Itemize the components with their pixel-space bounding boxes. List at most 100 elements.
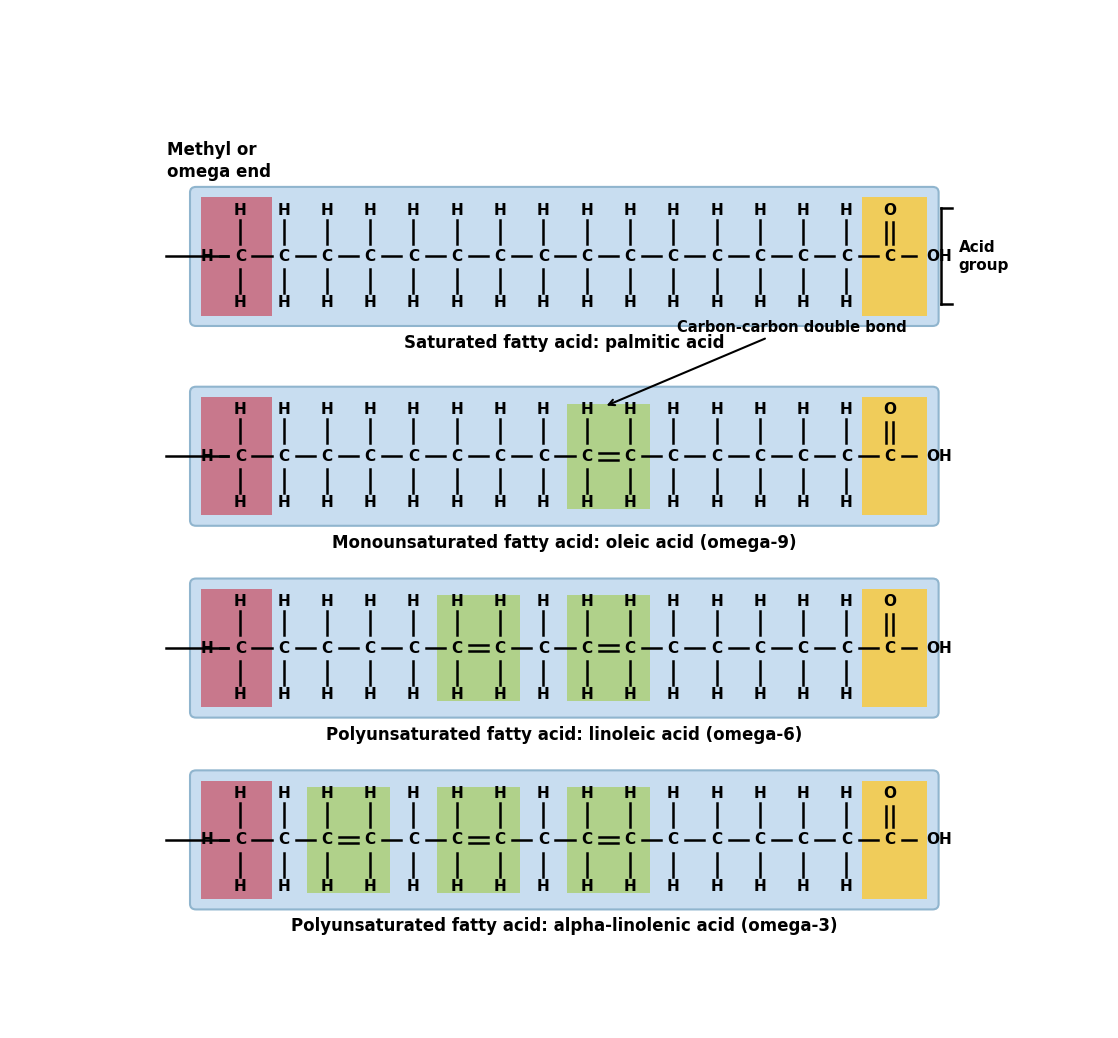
- Text: H: H: [666, 879, 680, 894]
- Text: H: H: [321, 202, 333, 218]
- Text: C: C: [711, 640, 722, 656]
- Text: H: H: [797, 495, 809, 510]
- Text: C: C: [884, 249, 896, 264]
- Text: H: H: [537, 879, 550, 894]
- Text: H: H: [624, 879, 636, 894]
- Text: H: H: [321, 594, 333, 609]
- FancyBboxPatch shape: [190, 187, 939, 326]
- Text: H: H: [840, 594, 853, 609]
- Text: H: H: [277, 495, 290, 510]
- Text: H: H: [363, 879, 377, 894]
- Text: C: C: [841, 832, 852, 847]
- Text: H: H: [234, 202, 247, 218]
- Text: H: H: [277, 594, 290, 609]
- Text: H: H: [797, 295, 809, 310]
- Text: C: C: [755, 640, 766, 656]
- Text: H: H: [451, 594, 463, 609]
- FancyBboxPatch shape: [437, 596, 520, 701]
- Text: Monounsaturated fatty acid: oleic acid (omega-9): Monounsaturated fatty acid: oleic acid (…: [332, 534, 796, 552]
- Text: OH: OH: [926, 448, 951, 464]
- Text: H: H: [277, 403, 290, 417]
- Text: H: H: [666, 495, 680, 510]
- Text: H: H: [666, 594, 680, 609]
- Text: H: H: [363, 295, 377, 310]
- Text: H: H: [234, 687, 247, 702]
- Text: C: C: [797, 832, 808, 847]
- Text: C: C: [711, 832, 722, 847]
- Text: C: C: [624, 832, 635, 847]
- Text: H: H: [201, 249, 214, 264]
- Text: O: O: [883, 403, 897, 417]
- Text: C: C: [667, 448, 679, 464]
- Text: C: C: [321, 640, 332, 656]
- FancyBboxPatch shape: [307, 787, 390, 893]
- Text: H: H: [710, 202, 723, 218]
- Text: C: C: [494, 249, 505, 264]
- Text: H: H: [494, 295, 506, 310]
- Text: H: H: [537, 594, 550, 609]
- Text: C: C: [841, 640, 852, 656]
- Text: C: C: [494, 832, 505, 847]
- Text: O: O: [883, 594, 897, 609]
- Text: H: H: [494, 495, 506, 510]
- Text: H: H: [234, 403, 247, 417]
- Text: H: H: [624, 786, 636, 801]
- FancyBboxPatch shape: [201, 398, 273, 516]
- Text: H: H: [537, 495, 550, 510]
- Text: Polyunsaturated fatty acid: alpha-linolenic acid (omega-3): Polyunsaturated fatty acid: alpha-linole…: [291, 918, 837, 935]
- Text: H: H: [797, 403, 809, 417]
- Text: C: C: [884, 832, 896, 847]
- Text: H: H: [234, 594, 247, 609]
- FancyBboxPatch shape: [190, 578, 939, 717]
- Text: H: H: [710, 879, 723, 894]
- FancyBboxPatch shape: [567, 787, 650, 893]
- Text: C: C: [538, 832, 549, 847]
- Text: H: H: [580, 786, 593, 801]
- Text: H: H: [710, 403, 723, 417]
- Text: C: C: [494, 448, 505, 464]
- Text: H: H: [321, 495, 333, 510]
- Text: H: H: [580, 495, 593, 510]
- Text: H: H: [754, 879, 766, 894]
- Text: H: H: [407, 403, 420, 417]
- Text: C: C: [797, 640, 808, 656]
- Text: H: H: [840, 495, 853, 510]
- Text: C: C: [408, 640, 419, 656]
- Text: C: C: [884, 448, 896, 464]
- Text: H: H: [201, 448, 214, 464]
- Text: H: H: [451, 495, 463, 510]
- Text: Carbon-carbon double bond: Carbon-carbon double bond: [608, 320, 907, 405]
- Text: C: C: [624, 448, 635, 464]
- Text: H: H: [710, 687, 723, 702]
- Text: H: H: [840, 202, 853, 218]
- Text: H: H: [407, 202, 420, 218]
- FancyBboxPatch shape: [862, 781, 927, 899]
- Text: C: C: [797, 249, 808, 264]
- Text: C: C: [452, 832, 463, 847]
- Text: H: H: [201, 832, 214, 847]
- Text: H: H: [840, 786, 853, 801]
- Text: H: H: [321, 403, 333, 417]
- Text: H: H: [840, 687, 853, 702]
- Text: H: H: [580, 594, 593, 609]
- Text: H: H: [840, 295, 853, 310]
- FancyBboxPatch shape: [567, 596, 650, 701]
- Text: H: H: [754, 403, 766, 417]
- Text: H: H: [797, 786, 809, 801]
- Text: H: H: [363, 594, 377, 609]
- Text: H: H: [277, 786, 290, 801]
- Text: H: H: [201, 640, 214, 656]
- Text: C: C: [884, 640, 896, 656]
- Text: H: H: [624, 202, 636, 218]
- Text: H: H: [451, 295, 463, 310]
- FancyBboxPatch shape: [190, 387, 939, 526]
- Text: H: H: [797, 594, 809, 609]
- Text: H: H: [407, 687, 420, 702]
- Text: H: H: [754, 687, 766, 702]
- Text: H: H: [407, 594, 420, 609]
- Text: C: C: [711, 448, 722, 464]
- Text: H: H: [537, 403, 550, 417]
- Text: C: C: [581, 249, 593, 264]
- Text: H: H: [710, 786, 723, 801]
- Text: C: C: [235, 249, 246, 264]
